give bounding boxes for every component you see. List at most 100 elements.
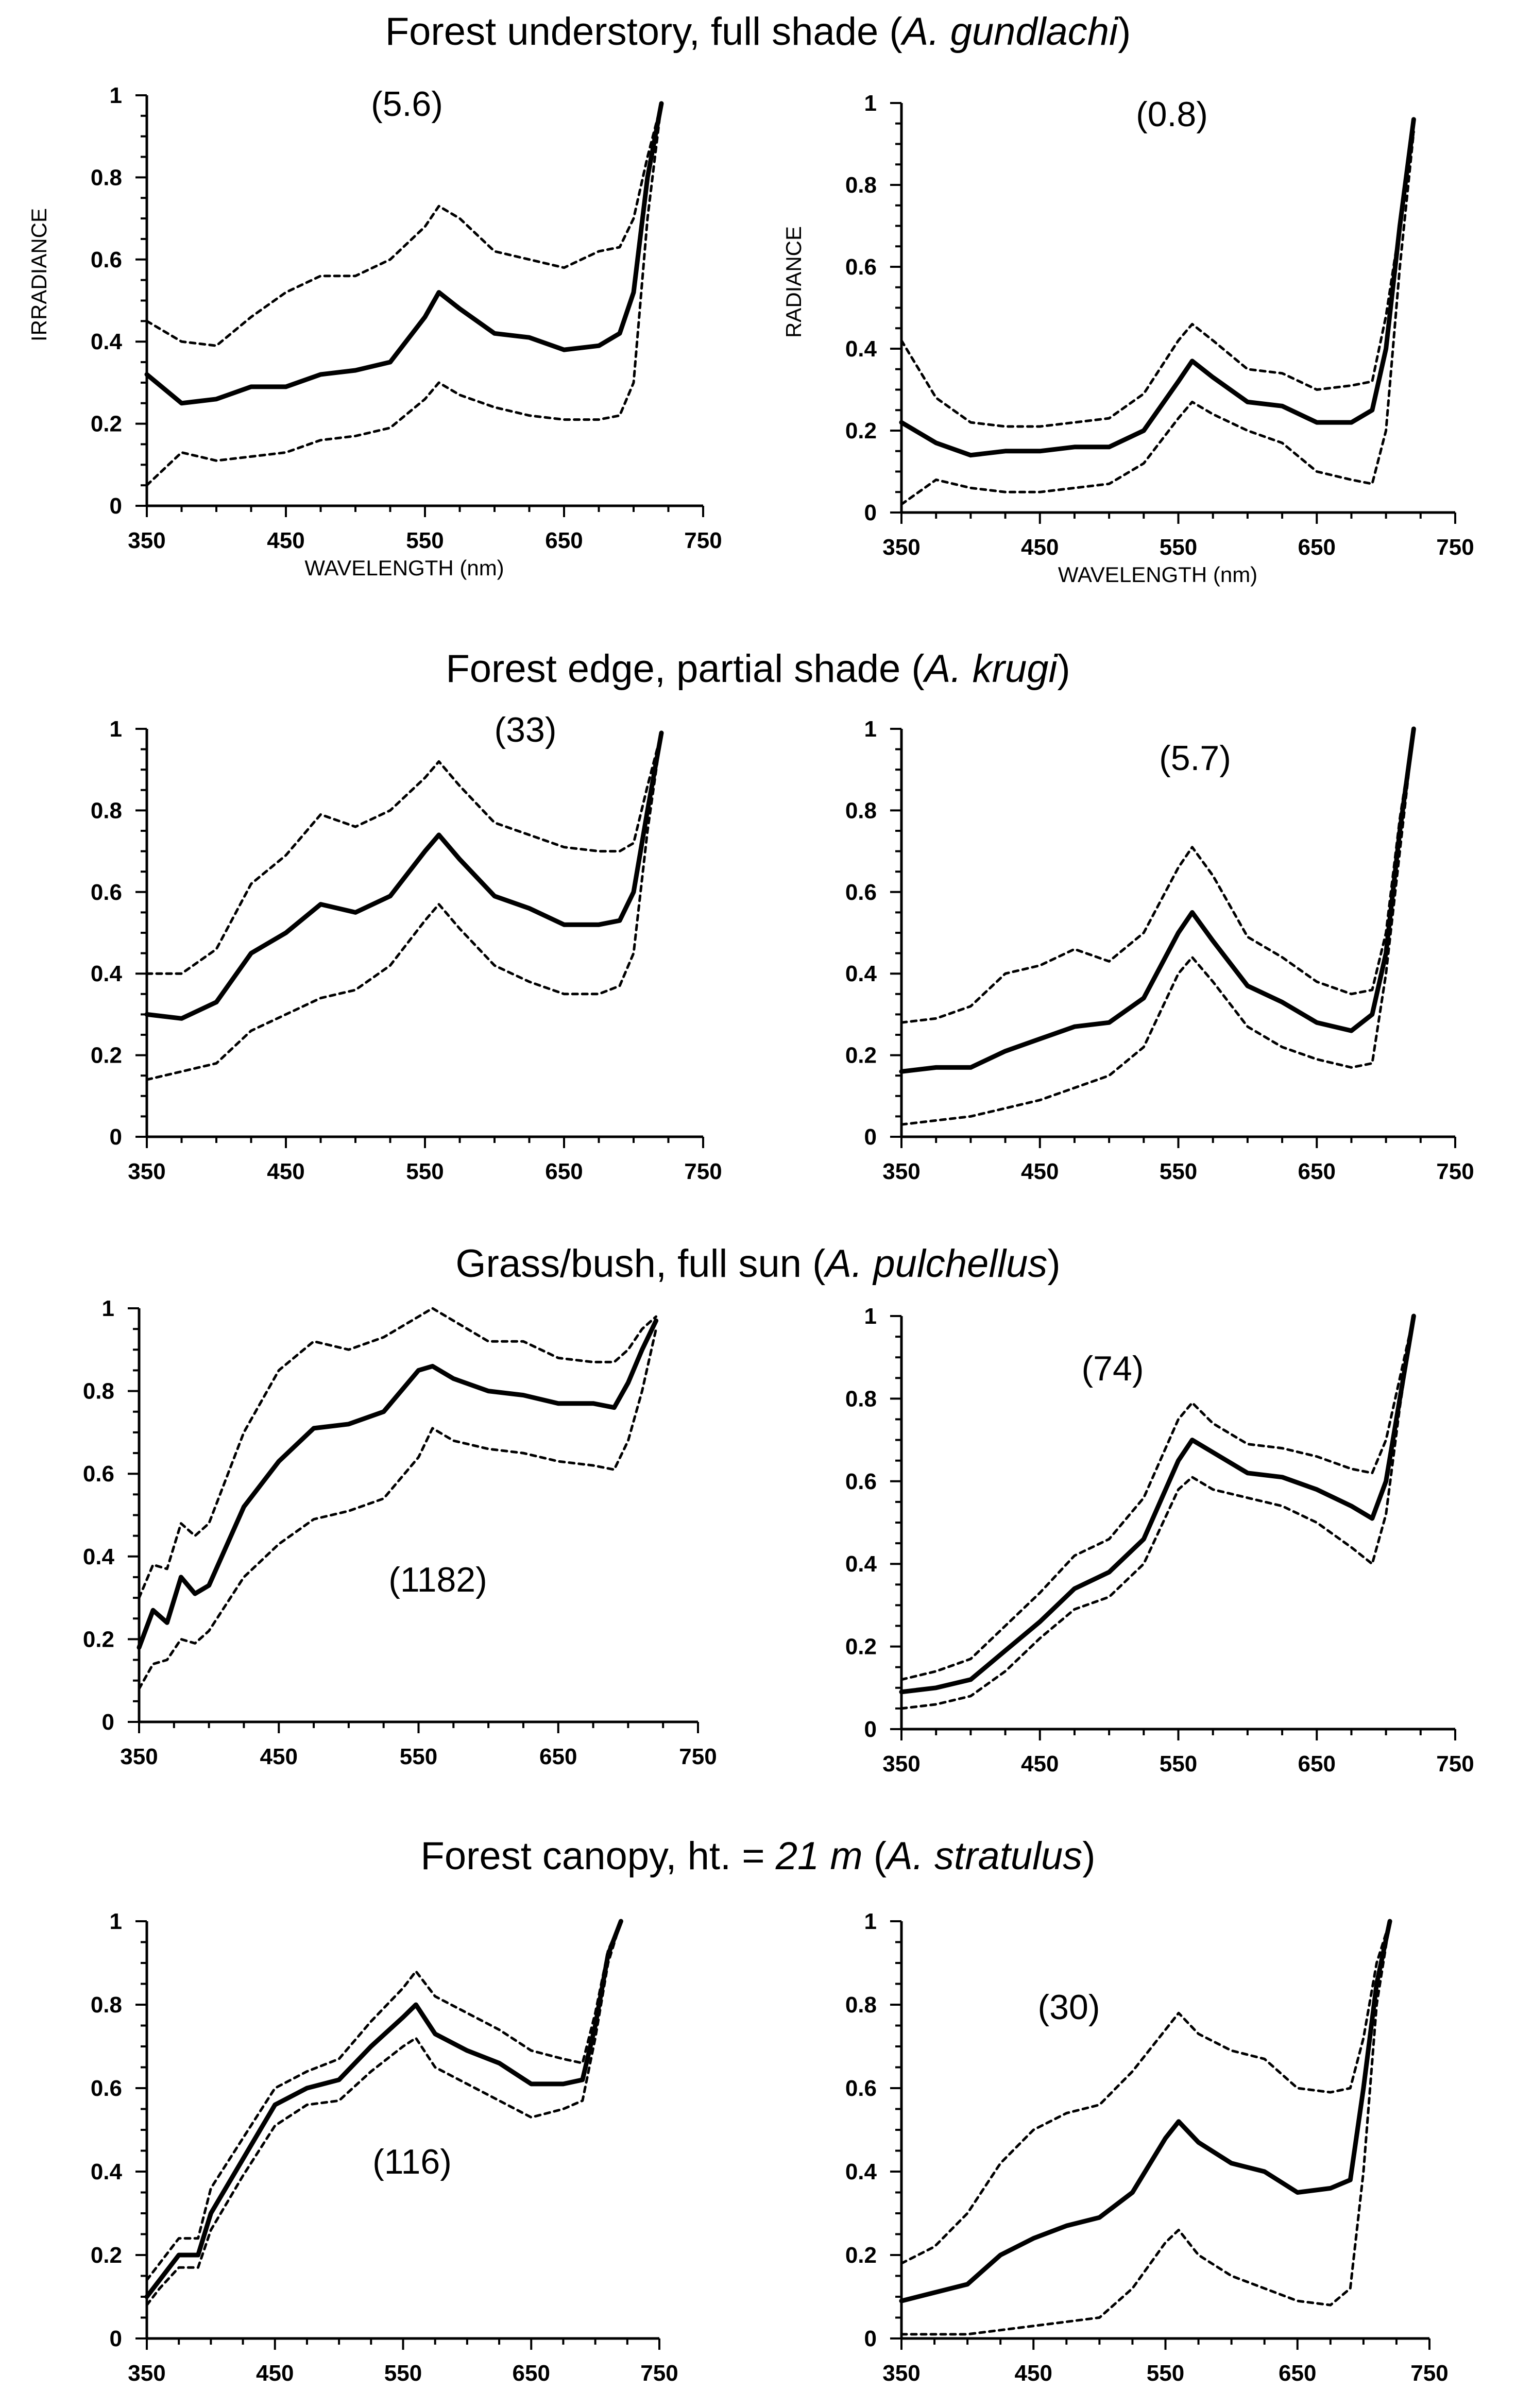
sample-count-label: (33) [495,710,557,749]
upper-bound-line [900,130,1415,428]
y-tick-label: 0.8 [91,1992,122,2018]
y-tick-label: 0.6 [91,2076,122,2101]
x-tick-label: 450 [1021,1751,1059,1777]
y-tick-label: 1 [864,91,877,116]
canopy-height: 21 m [775,1834,863,1878]
x-tick-label: 550 [406,1159,444,1184]
x-tick-label: 350 [128,1159,165,1184]
y-tick-label: 1 [110,1909,122,1934]
chart-panel-r1c1: 350 450 550 650 750 0 0.2 0.4 0.6 0.8 1 WAVELENGTH … [27,83,722,580]
mean-spectrum-line [899,726,1416,1074]
mean-spectrum-line [899,117,1416,458]
y-tick-label: 0.8 [845,173,877,198]
upper-bound-line [900,727,1415,1024]
lower-bound-line [145,102,663,487]
mean-spectrum-line [899,1919,1392,2303]
x-tick-label: 350 [882,1159,920,1184]
y-tick-label: 0.4 [91,2159,123,2184]
upper-bound-line [900,1920,1391,2265]
lower-bound-line [145,1920,622,2307]
y-tick-label: 0 [864,2326,877,2351]
x-axis-label: WAVELENGTH (nm) [1058,562,1257,587]
x-tick-label: 750 [679,1744,717,1769]
x-tick-label: 350 [128,2361,165,2386]
sample-count-label: (5.6) [371,84,443,124]
y-tick-label: 0.6 [845,254,877,280]
y-tick-label: 0.6 [83,1461,114,1487]
y-tick-label: 0.2 [845,1634,877,1660]
x-tick-label: 450 [1021,535,1059,560]
upper-bound-line [138,1307,658,1599]
y-tick-label: 0 [864,500,877,525]
y-tick-label: 0 [110,2326,122,2351]
section-title-close: ) [1057,647,1070,691]
section-title-text: Forest understory, full shade ( [385,10,902,54]
x-tick-label: 650 [1298,1159,1336,1184]
section-title-canopy: Forest canopy, ht. = 21 m (A. stratulus) [0,1834,1516,1878]
chart-panel-r1c2: 350 450 550 650 750 0 0.2 0.4 0.6 0.8 1 WAVELENGTH … [781,91,1474,587]
y-tick-label: 0.6 [91,880,122,905]
y-tick-label: 0 [864,1124,877,1150]
y-tick-label: 0 [864,1717,877,1742]
x-tick-label: 650 [1279,2361,1316,2386]
section-title-close: ) [1047,1242,1061,1286]
y-tick-label: 0.8 [91,798,122,823]
chart-panel-r2c2: 350 450 550 650 750 0 0.2 0.4 0.6 0.8 1 (5.7) [845,716,1474,1184]
y-tick-label: 0.4 [83,1544,115,1569]
x-tick-label: 350 [882,535,920,560]
y-tick-label: 0 [110,1124,122,1150]
x-tick-label: 750 [1436,1159,1474,1184]
y-tick-label: 0.2 [91,2243,122,2268]
section-title-mid: ( [862,1834,887,1878]
x-axis-label: WAVELENGTH (nm) [304,556,504,580]
species-name: A. krugi [924,647,1058,691]
x-tick-label: 550 [1160,1751,1197,1777]
y-tick-label: 0.2 [83,1627,114,1652]
x-tick-label: 550 [1160,535,1197,560]
lower-bound-line [900,1920,1391,2336]
upper-bound-line [145,102,663,347]
lower-bound-line [900,130,1415,506]
y-tick-label: 0.8 [845,1992,877,2018]
x-tick-label: 750 [684,1159,722,1184]
x-tick-label: 650 [545,1159,583,1184]
y-tick-label: 1 [864,1304,877,1329]
section-title-close: ) [1117,10,1131,54]
y-tick-label: 0.6 [845,2076,877,2101]
y-tick-label: 0 [110,493,122,519]
chart-panel-r2c1: 350 450 550 650 750 0 0.2 0.4 0.6 0.8 1 (33) [91,710,722,1184]
y-tick-label: 0.8 [91,165,122,190]
section-title-text: Forest edge, partial shade ( [446,647,925,691]
y-tick-label: 0.6 [91,247,122,272]
y-tick-label: 0.8 [83,1379,114,1404]
section-title-text: Grass/bush, full sun ( [455,1242,826,1286]
x-tick-label: 550 [400,1744,437,1769]
x-tick-label: 750 [1436,535,1474,560]
chart-panel-r4c2: 350 450 550 650 750 0 0.2 0.4 0.6 0.8 1 (30) [845,1909,1449,2386]
y-tick-label: 0.4 [91,961,123,986]
y-tick-label: 0.6 [845,1469,877,1494]
section-title-text: Forest canopy, ht. = [420,1834,776,1878]
x-tick-label: 350 [882,1751,920,1777]
y-tick-label: 0.2 [845,2243,877,2268]
y-axis-label: IRRADIANCE [27,208,51,341]
x-tick-label: 550 [1147,2361,1184,2386]
upper-bound-line [145,731,663,975]
lower-bound-line [145,731,663,1081]
y-tick-label: 0.2 [845,418,877,443]
y-tick-label: 0.2 [91,412,122,437]
x-tick-label: 550 [406,528,444,553]
chart-panel-r3c1: 350 450 550 650 750 0 0.2 0.4 0.6 0.8 1 (1182) [83,1296,717,1769]
sample-count-label: (116) [372,2142,452,2181]
y-tick-label: 0 [102,1710,114,1735]
y-tick-label: 0.4 [845,336,877,362]
y-tick-label: 1 [110,716,122,742]
y-axis-label: RADIANCE [781,226,806,338]
lower-bound-line [900,727,1415,1126]
mean-spectrum-line [144,730,664,1021]
x-tick-label: 750 [1410,2361,1448,2386]
mean-spectrum-line [144,101,664,406]
x-tick-label: 650 [1298,1751,1336,1777]
x-tick-label: 450 [267,1159,304,1184]
upper-bound-line [900,1314,1415,1681]
